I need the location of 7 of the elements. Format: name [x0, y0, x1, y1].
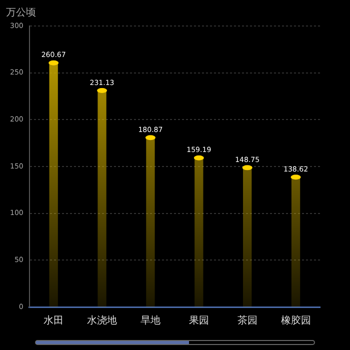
- y-axis-title: 万公顷: [6, 6, 36, 19]
- x-tick-label: 橡胶园: [280, 314, 311, 327]
- x-tick-label: 旱地: [140, 314, 160, 327]
- x-tick-label: 水田: [44, 314, 64, 327]
- x-tick-label: 茶园: [237, 314, 258, 327]
- x-tick-label: 水浇地: [87, 314, 118, 327]
- x-tick-label: 果园: [188, 316, 209, 327]
